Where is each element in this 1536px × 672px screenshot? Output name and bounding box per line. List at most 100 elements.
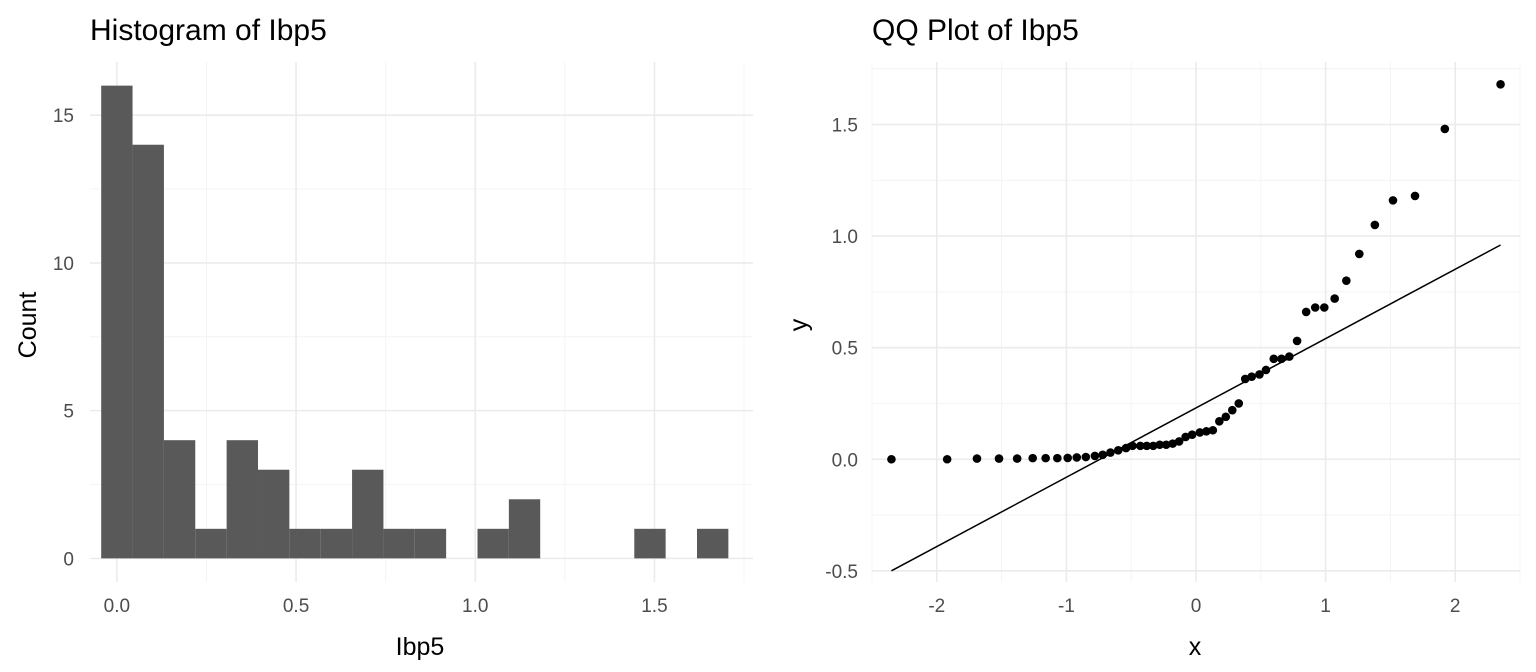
histogram-y-tick-labels: 0 5 10 15 [53,106,74,570]
qq-plot-y-axis-title: y [785,318,813,331]
histogram-bars [101,85,729,559]
qq-point [1012,454,1022,463]
histogram-x-tick-label: 0.5 [283,596,309,617]
qq-point [1342,276,1351,286]
qq-point [1301,307,1311,317]
histogram-x-tick-label: 1.0 [462,596,488,617]
qq-point [994,454,1004,463]
qq-point [1135,441,1145,451]
qq-plot-x-tick-labels: -2 -1 0 1 2 [928,596,1460,617]
qq-point [1081,452,1091,462]
histogram-bar [132,144,164,559]
qq-point [1240,374,1250,384]
histogram-y-tick-label: 10 [53,254,74,275]
qq-point [1053,453,1062,463]
qq-plot-grid [871,62,1521,582]
histogram-bar [508,499,541,559]
qq-point [1106,448,1115,457]
histogram-x-tick-labels: 0.0 0.5 1.0 1.5 [104,596,668,617]
qq-x-tick-label: -2 [928,596,945,617]
histogram-bar [257,469,290,559]
qq-x-tick-label: 1 [1320,596,1331,617]
histogram-bar [101,85,133,559]
qq-point [1072,453,1082,462]
qq-point [1292,336,1302,346]
histogram-bar [195,528,227,559]
histogram-bar [414,528,447,559]
qq-point [1370,220,1380,230]
qq-point [1202,427,1211,436]
qq-point [1221,412,1231,422]
qq-point [1142,441,1152,451]
qq-reference-line [891,244,1501,572]
qq-point [1255,370,1264,379]
qq-points [887,80,1505,464]
qq-point [1174,437,1184,446]
qq-point [1121,443,1131,453]
qq-point [1090,451,1100,461]
qq-point [1261,365,1271,375]
qq-reference-line-segment [891,244,1501,572]
histogram-bar [320,528,353,559]
qq-point [887,454,896,464]
qq-point [1155,440,1165,450]
qq-point [1496,80,1505,89]
qq-point [1330,294,1339,303]
histogram-y-tick-label: 5 [63,402,74,423]
histogram-bar [226,440,258,559]
qq-point [1354,249,1364,259]
qq-point [1168,439,1177,448]
qq-point [1161,440,1171,450]
qq-y-tick-label: 1.0 [832,227,858,248]
qq-x-tick-label: 0 [1191,596,1202,617]
qq-point [1440,124,1450,134]
qq-point [1215,417,1224,426]
histogram-x-tick-label: 1.5 [641,596,667,617]
histogram-title: Histogram of Ibp5 [90,14,327,47]
histogram-bar [163,440,196,559]
qq-point [1277,354,1286,364]
qq-point [1310,303,1320,312]
qq-point [942,454,952,464]
histogram-bar [477,528,509,559]
qq-y-tick-label: 0.5 [832,339,858,360]
histogram-x-tick-label: 0.0 [104,596,130,617]
histogram-x-axis-title: Ibp5 [396,633,445,661]
qq-x-tick-label: 2 [1450,596,1461,617]
histogram-bar [634,528,666,559]
qq-point [1181,432,1190,442]
qq-point [1041,453,1050,463]
histogram-bar [289,528,321,559]
qq-point [1113,446,1123,455]
histogram-panel: Histogram of Ibp5 0.0 0.5 1.0 1.5 0 5 10 15 Ib… [14,14,753,661]
histogram-y-tick-label: 15 [53,106,74,127]
qq-point [1208,425,1218,435]
histogram-y-tick-label: 0 [63,549,74,570]
qq-y-tick-label: -0.5 [825,562,858,583]
qq-plot-x-axis-title: x [1189,633,1202,661]
qq-point [1227,405,1237,415]
qq-plot-y-tick-labels: -0.5 0.0 0.5 1.0 1.5 [825,115,858,582]
qq-point [1195,428,1205,437]
qq-point [1063,453,1072,463]
qq-point [1269,354,1279,364]
qq-y-tick-label: 1.5 [832,115,858,136]
qq-plot-title: QQ Plot of Ibp5 [872,14,1079,47]
qq-point [1247,372,1257,381]
qq-point [1098,450,1107,460]
histogram-bar [697,528,729,559]
qq-point [1234,399,1244,408]
histogram-bar [383,528,415,559]
qq-point [1285,352,1294,361]
qq-y-tick-label: 0.0 [832,450,858,471]
histogram-bar [352,469,384,559]
qq-point [1128,441,1137,451]
qq-point [1320,303,1329,312]
qq-point [1028,453,1038,463]
qq-point [972,454,982,463]
qq-point [1410,191,1420,201]
qq-point [1187,430,1197,440]
qq-plot-panel: QQ Plot of Ibp5 -2 -1 0 1 2 -0.5 0.0 0.5 1.0 1.5… [785,14,1521,661]
qq-point [1148,441,1158,451]
